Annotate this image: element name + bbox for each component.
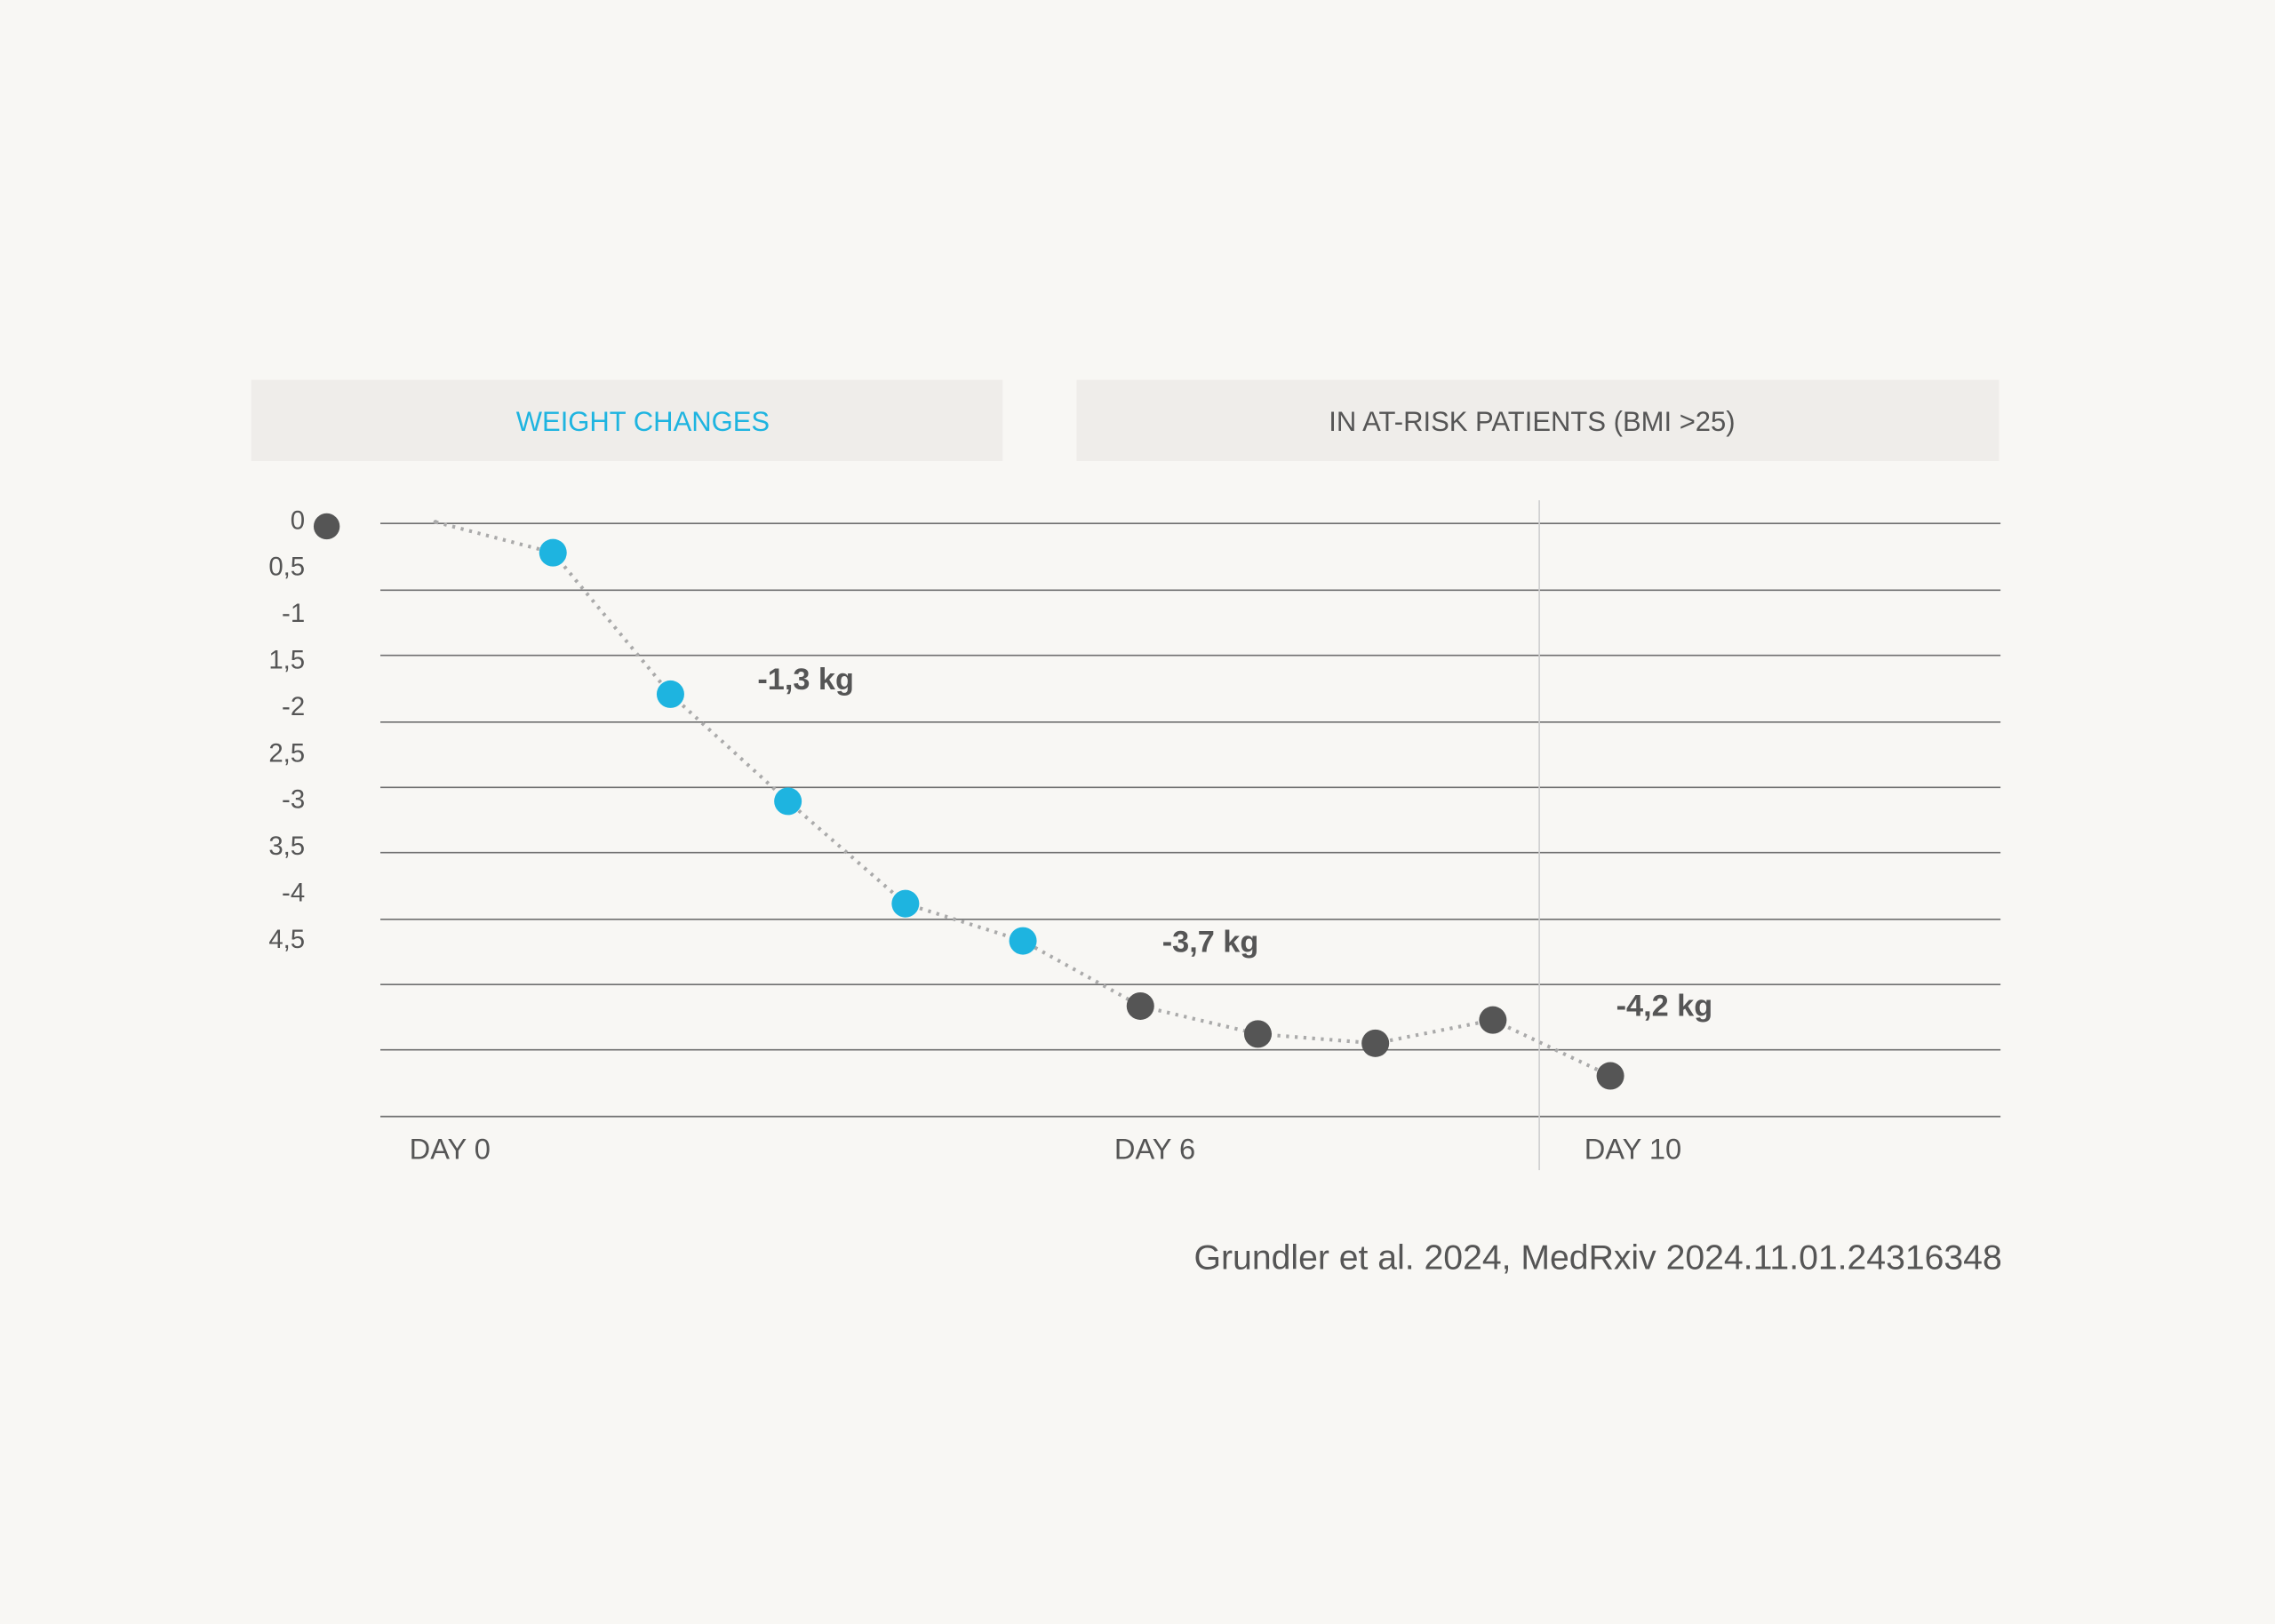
subtitle-box [1076,379,2000,462]
data-point [1009,927,1037,955]
annotation: -4,2 kg [1616,989,1713,1023]
data-point [1596,1062,1624,1090]
y-tick-label: 1,5 [268,646,305,675]
y-tick-label: -4 [282,878,305,907]
data-point [891,889,920,918]
data-point [1479,1006,1507,1034]
y-tick-label: 0,5 [268,553,305,582]
data-point [656,680,684,708]
chart-title: WEIGHT CHANGES [516,406,770,437]
data-point [433,520,438,525]
y-tick-label: 0 [291,506,305,535]
y-tick-label: -2 [282,692,305,721]
decor-dot [313,513,340,540]
chart-subtitle: IN AT-RISK PATIENTS (BMI >25) [1329,406,1735,437]
annotation: -1,3 kg [757,663,854,697]
grid-decoration [380,500,2001,1171]
y-tick-label: -3 [282,785,305,815]
data-point [1126,991,1154,1020]
data-point [539,538,567,567]
title-box [251,379,1003,462]
y-tick-label: -1 [282,599,305,628]
data-point [1243,1020,1272,1048]
data-point [774,787,802,816]
annotation: -3,7 kg [1162,926,1259,959]
x-tick-label: DAY 0 [410,1133,491,1166]
data-line [435,520,1611,1078]
data-point [1361,1029,1390,1057]
y-tick-label: 2,5 [268,738,305,768]
source: Grundler et al. 2024, MedRxiv 2024.11.01… [1194,1239,2002,1278]
y-tick-label: 3,5 [268,832,305,861]
x-tick-label: DAY 6 [1114,1133,1195,1166]
y-tick-label: 4,5 [268,925,305,954]
x-tick-label: DAY 10 [1585,1133,1681,1166]
